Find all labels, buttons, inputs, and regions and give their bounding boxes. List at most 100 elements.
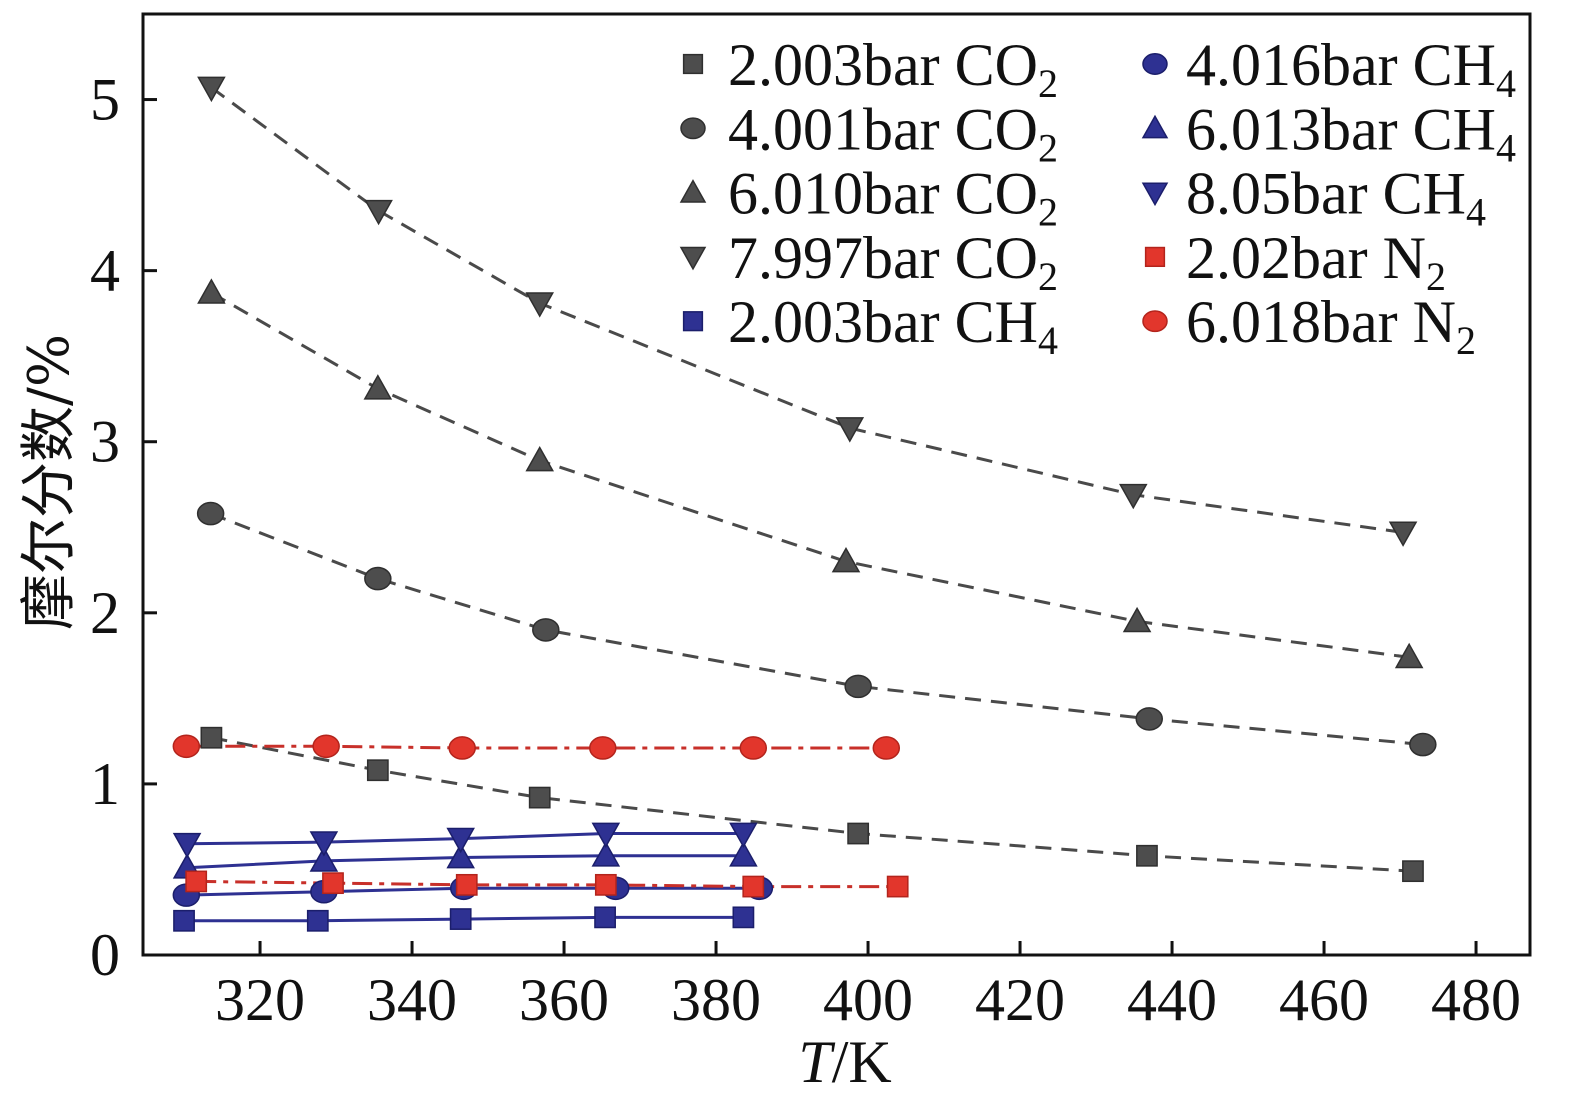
4.001bar-co2-point-1 xyxy=(364,566,392,591)
legend-item-6.013bar-ch4: 6.013bar CH4 xyxy=(1141,96,1516,170)
6.010bar-co2-point-2 xyxy=(525,446,555,472)
7.997bar-co2-point-3 xyxy=(835,417,865,443)
legend-item-2.003bar-co2: 2.003bar CO2 xyxy=(682,32,1058,106)
4.001bar-co2-point-0 xyxy=(196,501,225,526)
6.018bar-n2-point-0 xyxy=(172,734,201,759)
legend-item-8.05bar-ch4: 8.05bar CH4 xyxy=(1141,161,1486,235)
legend-label-main: 7.997bar CO xyxy=(728,225,1038,291)
legend-label-subscript: 2 xyxy=(1426,254,1446,299)
x-axis-label: T/K xyxy=(798,1029,891,1095)
x-tick-label: 380 xyxy=(671,967,761,1033)
7.997bar-co2-point-2 xyxy=(525,292,555,318)
legend-label-main: 2.003bar CH xyxy=(728,289,1038,355)
legend-label-main: 4.001bar CO xyxy=(728,96,1038,162)
2.003bar-co2-point-2 xyxy=(528,786,551,809)
6.018bar-n2-point-1 xyxy=(312,734,340,759)
legend-label-subscript: 4 xyxy=(1466,190,1486,235)
4.001bar-co2-point-4 xyxy=(1135,707,1163,731)
7.997bar-co2-point-4 xyxy=(1118,483,1148,510)
legend-label-6.010bar-co2: 6.010bar CO2 xyxy=(728,161,1058,235)
legend-marker-7.997bar-co2 xyxy=(679,246,707,271)
6.013bar-ch4-point-2 xyxy=(446,842,475,869)
legend-label-main: 6.018bar N xyxy=(1186,289,1456,355)
4.001bar-co2-point-3 xyxy=(844,674,872,699)
6.018bar-n2-point-2 xyxy=(448,736,476,760)
legend-label-8.05bar-ch4: 8.05bar CH4 xyxy=(1186,161,1486,235)
legend-item-4.001bar-co2: 4.001bar CO2 xyxy=(680,96,1058,170)
7.997bar-co2-point-1 xyxy=(364,199,393,226)
2.003bar-co2-point-3 xyxy=(847,822,870,845)
legend-label-subscript: 2 xyxy=(1038,190,1058,235)
legend-marker-6.010bar-co2 xyxy=(679,179,707,203)
x-tick-label: 360 xyxy=(519,967,609,1033)
y-tick-label: 1 xyxy=(90,751,120,817)
8.05bar-ch4-point-2 xyxy=(446,827,475,854)
legend-label-subscript: 2 xyxy=(1038,61,1058,106)
6.013bar-ch4-point-4 xyxy=(729,841,758,867)
y-tick-label: 5 xyxy=(90,67,120,133)
6.018bar-n2-point-4 xyxy=(739,736,768,760)
x-tick-label: 480 xyxy=(1431,967,1521,1033)
6.010bar-co2-point-3 xyxy=(831,546,861,573)
4.001bar-co2-point-2 xyxy=(532,618,560,642)
x-tick-label: 420 xyxy=(975,967,1065,1033)
legend-marker-2.003bar-ch4 xyxy=(682,311,704,332)
legend-label-subscript: 4 xyxy=(1496,61,1516,106)
2.02bar-n2-point-5 xyxy=(886,875,909,898)
legend-label-main: 4.016bar CH xyxy=(1186,32,1496,98)
x-tick-label: 440 xyxy=(1127,967,1217,1033)
2.02bar-n2-point-2 xyxy=(455,873,478,896)
6.018bar-n2-point-3 xyxy=(589,736,617,760)
4.001bar-co2-line xyxy=(210,512,1423,747)
legend-label-4.001bar-co2: 4.001bar CO2 xyxy=(728,96,1058,170)
legend-label-subscript: 2 xyxy=(1456,318,1476,363)
legend-label-6.018bar-n2: 6.018bar N2 xyxy=(1186,289,1476,363)
y-axis-label: 摩尔分数/% xyxy=(17,334,82,630)
legend-label-subscript: 2 xyxy=(1038,254,1058,299)
2.003bar-ch4-point-2 xyxy=(449,908,472,930)
6.010bar-co2-point-1 xyxy=(363,374,393,400)
legend-marker-6.013bar-ch4 xyxy=(1141,114,1169,139)
legend-marker-6.018bar-n2 xyxy=(1142,310,1168,333)
2.003bar-co2-line xyxy=(211,736,1414,873)
axis-ticks: 320 340 360 380 400 420 440 460 480 0 1 2 3 4 5 xyxy=(90,67,1521,1033)
2.003bar-ch4-point-0 xyxy=(173,909,195,932)
legend-label-main: 2.02bar N xyxy=(1186,225,1426,291)
legend-marker-4.016bar-ch4 xyxy=(1142,53,1168,75)
legend-label-2.02bar-n2: 2.02bar N2 xyxy=(1186,225,1446,299)
legend-label-2.003bar-ch4: 2.003bar CH4 xyxy=(728,289,1058,363)
2.003bar-ch4-point-1 xyxy=(306,909,329,932)
legend-label-6.013bar-ch4: 6.013bar CH4 xyxy=(1186,96,1516,170)
7.997bar-co2-line xyxy=(210,86,1404,534)
x-tick-label: 400 xyxy=(823,967,913,1033)
6.010bar-co2-point-0 xyxy=(197,278,226,304)
6.010bar-co2-point-5 xyxy=(1394,642,1424,669)
legend-label-main: 6.010bar CO xyxy=(728,161,1038,227)
6.013bar-ch4-point-1 xyxy=(309,846,339,872)
2.02bar-n2-line xyxy=(196,879,898,889)
legend-item-7.997bar-co2: 7.997bar CO2 xyxy=(679,225,1058,299)
6.010bar-co2-line xyxy=(210,291,1410,659)
legend-item-6.010bar-co2: 6.010bar CO2 xyxy=(679,161,1058,235)
legend-marker-4.001bar-co2 xyxy=(680,117,706,140)
x-tick-label: 320 xyxy=(215,967,305,1033)
legend-label-subscript: 4 xyxy=(1496,125,1516,170)
legend-label-4.016bar-ch4: 4.016bar CH4 xyxy=(1186,32,1516,106)
legend-item-4.016bar-ch4: 4.016bar CH4 xyxy=(1142,32,1516,106)
y-tick-label: 0 xyxy=(90,922,120,988)
x-axis-label-unit: /K xyxy=(832,1029,892,1095)
plot-area-frame xyxy=(141,12,1532,957)
2.003bar-co2-point-4 xyxy=(1136,844,1158,867)
2.003bar-co2-point-5 xyxy=(1402,860,1424,883)
legend-label-subscript: 4 xyxy=(1038,318,1058,363)
legend-label-2.003bar-co2: 2.003bar CO2 xyxy=(728,32,1058,106)
7.997bar-co2-point-5 xyxy=(1388,521,1418,547)
legend-label-main: 2.003bar CO xyxy=(728,32,1038,98)
6.018bar-n2-point-5 xyxy=(872,736,901,760)
6.010bar-co2-point-4 xyxy=(1122,606,1152,633)
8.05bar-ch4-point-4 xyxy=(729,822,758,849)
legend-marker-2.003bar-co2 xyxy=(682,53,704,75)
legend-item-2.003bar-ch4: 2.003bar CH4 xyxy=(682,289,1058,363)
